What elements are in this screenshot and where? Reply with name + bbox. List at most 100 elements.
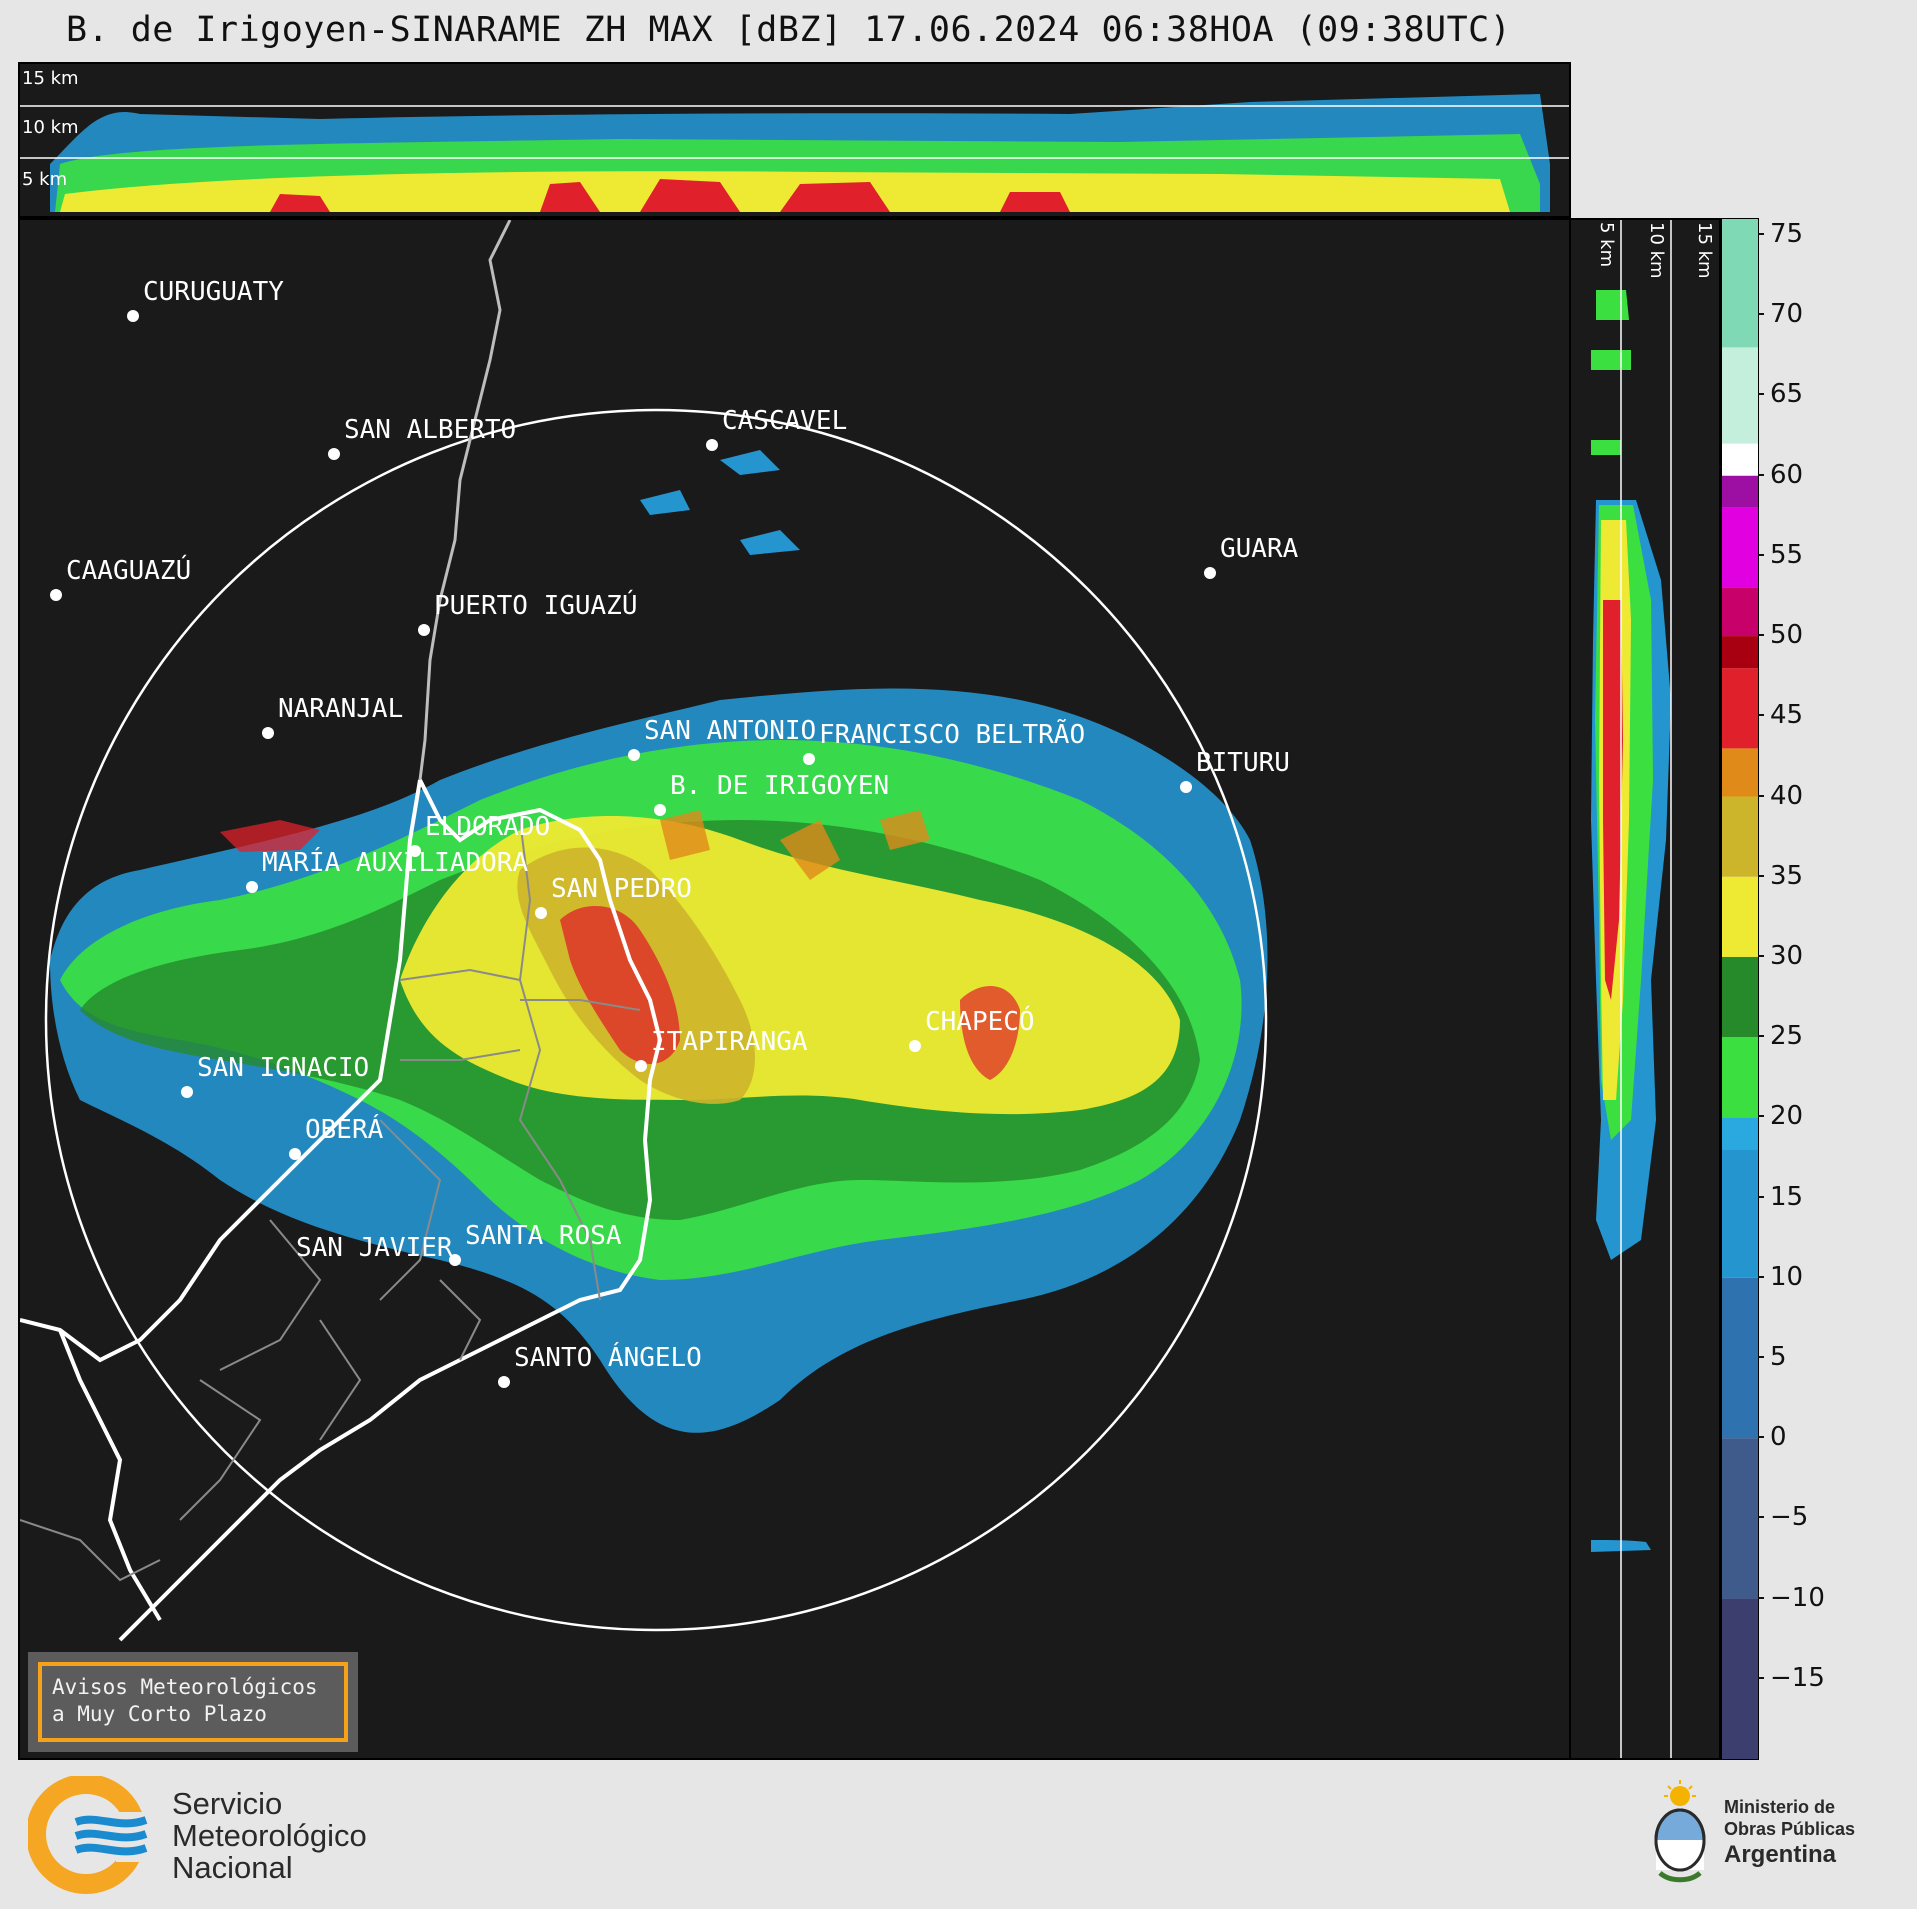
- ministry-line2: Obras Públicas: [1724, 1819, 1856, 1839]
- colorbar-tick-label: 50: [1770, 620, 1804, 651]
- city-bituru: BITURU: [1180, 748, 1290, 793]
- colorbar-tick-label: 70: [1770, 299, 1804, 330]
- colorbar-tick-label: −15: [1770, 1662, 1825, 1693]
- smn-line2: Meteorológico: [172, 1818, 367, 1853]
- colorbar-tick: [1758, 1195, 1764, 1198]
- city-label: CHAPECÓ: [925, 1005, 1035, 1037]
- colorbar-tick: [1758, 1596, 1764, 1599]
- height-label-15km: 15 km: [1694, 222, 1715, 279]
- city-obera: OBERÁ: [289, 1113, 384, 1160]
- city-label: FRANCISCO BELTRÃO: [819, 718, 1085, 750]
- colorbar-band: [1722, 1037, 1758, 1118]
- height-label-5km: 5 km: [22, 169, 67, 190]
- precip-field: [50, 450, 1268, 1433]
- smn-logo-icon: [28, 1776, 156, 1894]
- colorbar-band: [1722, 587, 1758, 637]
- height-label-10km: 10 km: [22, 117, 79, 138]
- city-chapeco: CHAPECÓ: [909, 1005, 1035, 1052]
- colorbar-band: [1722, 956, 1758, 1038]
- colorbar-tick: [1758, 1676, 1764, 1679]
- radar-map[interactable]: CURUGUATY SAN ALBERTO CASCAVEL GUARA CAA…: [18, 218, 1571, 1760]
- argentina-coat-of-arms-icon: [1654, 1780, 1706, 1883]
- city-label: SAN JAVIER: [296, 1233, 453, 1263]
- colorbar-band: [1722, 347, 1758, 444]
- colorbar-tick: [1758, 794, 1764, 797]
- city-label: NARANJAL: [278, 694, 403, 724]
- warning-badge-frame: Avisos Meteorológicos a Muy Corto Plazo: [38, 1662, 348, 1742]
- city-label: MARÍA AUXILIADORA: [262, 846, 528, 878]
- height-label-10km: 10 km: [1646, 222, 1667, 279]
- city-eldorado: ELDORADO: [409, 812, 550, 857]
- colorbar-tick-label: 15: [1770, 1181, 1804, 1212]
- city-san-alberto: SAN ALBERTO: [328, 415, 516, 460]
- side-cross-section-svg: 5 km 10 km 15 km: [1591, 220, 1715, 1758]
- city-santa-rosa: SANTA ROSA: [449, 1221, 622, 1266]
- range-ring: [44, 408, 1268, 1632]
- city-label: OBERÁ: [305, 1113, 384, 1145]
- warning-badge-line1: Avisos Meteorológicos: [52, 1675, 318, 1699]
- warning-badge[interactable]: Avisos Meteorológicos a Muy Corto Plazo: [28, 1652, 358, 1752]
- city-curuguaty: CURUGUATY: [127, 277, 284, 322]
- city-label: CURUGUATY: [143, 277, 284, 307]
- colorbar-tick: [1758, 1355, 1764, 1358]
- warning-badge-line2: a Muy Corto Plazo: [52, 1702, 267, 1726]
- colorbar-band: [1722, 1598, 1758, 1759]
- city-maria-auxiliadora: MARÍA AUXILIADORA: [246, 846, 528, 893]
- city-san-pedro: SAN PEDRO: [535, 874, 692, 919]
- colorbar-tick-label: 75: [1770, 219, 1804, 250]
- colorbar-tick: [1758, 1275, 1764, 1278]
- page-title: B. de Irigoyen-SINARAME ZH MAX [dBZ] 17.…: [66, 10, 1512, 50]
- ministry-logo: Ministerio de Obras Públicas Argentina: [1640, 1778, 1900, 1898]
- colorbar-band: [1722, 443, 1758, 476]
- city-puerto-iguazu: PUERTO IGUAZÚ: [418, 589, 638, 636]
- colorbar-tick-label: 60: [1770, 459, 1804, 490]
- colorbar-band: [1722, 1117, 1758, 1150]
- city-guara: GUARA: [1204, 534, 1299, 579]
- colorbar-tick: [1758, 1516, 1764, 1519]
- city-label: CAAGUAZÚ: [66, 554, 191, 586]
- colorbar-tick: [1758, 1115, 1764, 1118]
- colorbar-tick: [1758, 1035, 1764, 1038]
- height-label-5km: 5 km: [1596, 222, 1617, 267]
- city-label: CASCAVEL: [722, 406, 847, 436]
- smn-line3: Nacional: [172, 1850, 293, 1885]
- colorbar-tick: [1758, 634, 1764, 637]
- radar-map-svg: CURUGUATY SAN ALBERTO CASCAVEL GUARA CAA…: [20, 220, 1299, 1642]
- colorbar-band: [1722, 1438, 1758, 1599]
- colorbar-tick-label: −10: [1770, 1582, 1825, 1613]
- colorbar-band: [1722, 636, 1758, 669]
- colorbar-tick-label: 5: [1770, 1341, 1787, 1372]
- colorbar-tick: [1758, 714, 1764, 717]
- colorbar-band: [1722, 1277, 1758, 1439]
- colorbar-tick-label: 45: [1770, 700, 1804, 731]
- ministry-line3: Argentina: [1724, 1841, 1837, 1868]
- top-cross-section-svg: 15 km 10 km 5 km: [20, 68, 1569, 212]
- city-label: GUARA: [1220, 534, 1299, 564]
- city-francisco-beltrao: FRANCISCO BELTRÃO: [803, 718, 1085, 765]
- colorbar-band: [1722, 748, 1758, 797]
- colorbar-band: [1722, 876, 1758, 957]
- city-naranjal: NARANJAL: [262, 694, 403, 739]
- ministry-line1: Ministerio de: [1724, 1797, 1836, 1817]
- colorbar-tick-label: 65: [1770, 379, 1804, 410]
- city-santo-angelo: SANTO ÁNGELO: [498, 1341, 702, 1388]
- smn-line1: Servicio: [172, 1786, 283, 1821]
- colorbar-band: [1722, 219, 1758, 348]
- city-label: SANTA ROSA: [465, 1221, 622, 1251]
- colorbar-band: [1722, 1149, 1758, 1278]
- colorbar-tick: [1758, 1436, 1764, 1439]
- city-markers: CURUGUATY SAN ALBERTO CASCAVEL GUARA CAA…: [50, 277, 1299, 1388]
- colorbar-tick: [1758, 874, 1764, 877]
- colorbar-svg: [1722, 219, 1758, 1759]
- city-label: ITAPIRANGA: [651, 1027, 808, 1057]
- height-label-15km: 15 km: [22, 68, 79, 89]
- city-label: SAN ALBERTO: [344, 415, 516, 445]
- city-san-antonio: SAN ANTONIO: [628, 716, 816, 761]
- smn-logo-text: Servicio Meteorológico Nacional: [172, 1788, 367, 1884]
- colorbar-band: [1722, 475, 1758, 508]
- colorbar-tick: [1758, 393, 1764, 396]
- side-cross-section: 5 km 10 km 15 km: [1569, 218, 1721, 1760]
- colorbar-tick: [1758, 313, 1764, 316]
- city-label: BITURU: [1196, 748, 1290, 778]
- colorbar-tick-label: 30: [1770, 940, 1804, 971]
